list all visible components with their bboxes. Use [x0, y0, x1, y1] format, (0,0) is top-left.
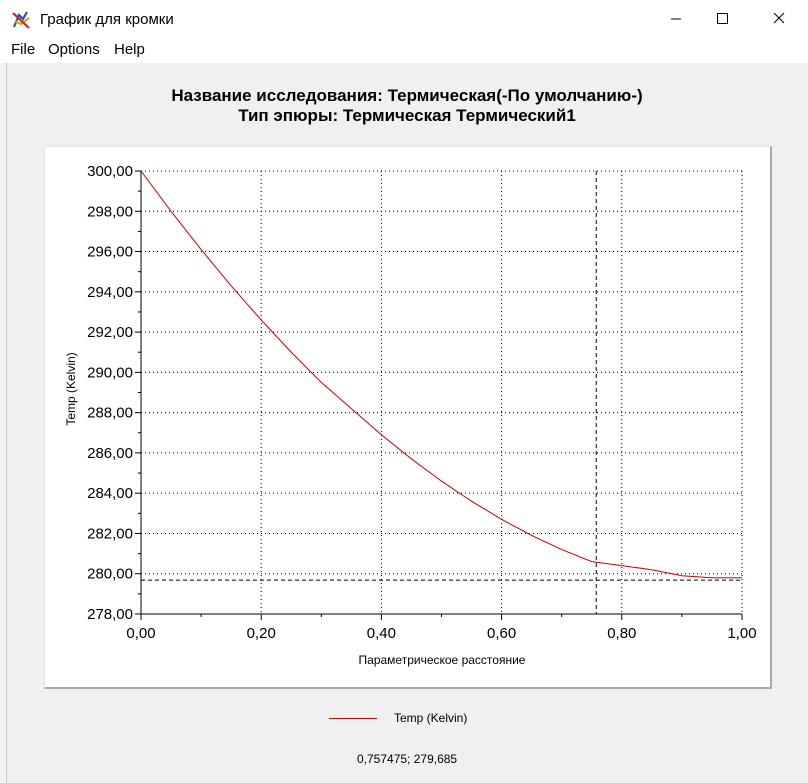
- chart-plot[interactable]: 278,00 280,00 282,00 284,00 286,00 288,00 290,…: [45, 147, 770, 687]
- series-lines: [140, 170, 742, 579]
- chart-subtitle: Тип эпюры: Термическая Термический1: [238, 106, 576, 125]
- window-title: График для кромки: [40, 11, 174, 28]
- y-tick-label: 286,00: [87, 445, 133, 462]
- y-tick-label: 284,00: [87, 485, 133, 502]
- x-tick-label: 0,00: [126, 625, 155, 642]
- grid-lines: [141, 170, 743, 614]
- cursor-readout: 0,757475; 279,685: [357, 752, 458, 766]
- chart-title: Название исследования: Термическая(-По у…: [171, 86, 643, 105]
- y-tick-label: 278,00: [87, 606, 133, 623]
- close-icon: [773, 12, 785, 24]
- menu-bar: File Options Help: [0, 38, 808, 63]
- maximize-icon: [717, 13, 728, 24]
- y-tick-label: 300,00: [87, 163, 133, 180]
- x-tick-label: 1,00: [727, 625, 756, 642]
- y-tick-label: 280,00: [87, 566, 133, 583]
- y-tick-label: 296,00: [87, 244, 133, 261]
- title-bar: График для кромки: [0, 0, 808, 38]
- y-tick-label: 298,00: [87, 203, 133, 220]
- legend-swatch: [329, 718, 377, 719]
- x-tick-label: 0,60: [487, 625, 516, 642]
- series-line-temp: [140, 170, 742, 579]
- chart-app-icon: [12, 11, 30, 29]
- x-tick-label: 0,20: [247, 625, 276, 642]
- legend-label: Temp (Kelvin): [394, 711, 468, 725]
- y-tick-label: 290,00: [87, 364, 133, 381]
- y-axis-label: Temp (Kelvin): [64, 352, 78, 425]
- x-tick-labels: 0,00 0,20 0,40 0,60 0,80 1,00: [126, 625, 756, 642]
- minimize-button[interactable]: [653, 0, 699, 38]
- y-tick-label: 292,00: [87, 324, 133, 341]
- y-tick-label: 288,00: [87, 405, 133, 422]
- minimize-icon: [671, 18, 681, 20]
- x-tick-label: 0,40: [367, 625, 396, 642]
- y-tick-label: 294,00: [87, 284, 133, 301]
- cursor-crosshair: [141, 171, 742, 614]
- background-window-edge: [0, 63, 7, 783]
- close-button[interactable]: [756, 0, 802, 38]
- y-tick-label: 282,00: [87, 525, 133, 542]
- x-tick-label: 0,80: [607, 625, 636, 642]
- chart-panel[interactable]: 278,00 280,00 282,00 284,00 286,00 288,00 290,…: [44, 146, 772, 689]
- maximize-button[interactable]: [699, 0, 745, 38]
- menu-help[interactable]: Help: [114, 41, 145, 58]
- menu-options[interactable]: Options: [48, 41, 100, 58]
- axes: [135, 170, 743, 620]
- x-axis-label: Параметрическое расстояние: [359, 653, 526, 667]
- menu-file[interactable]: File: [11, 41, 36, 58]
- y-tick-labels: 278,00 280,00 282,00 284,00 286,00 288,00 290,…: [87, 163, 133, 623]
